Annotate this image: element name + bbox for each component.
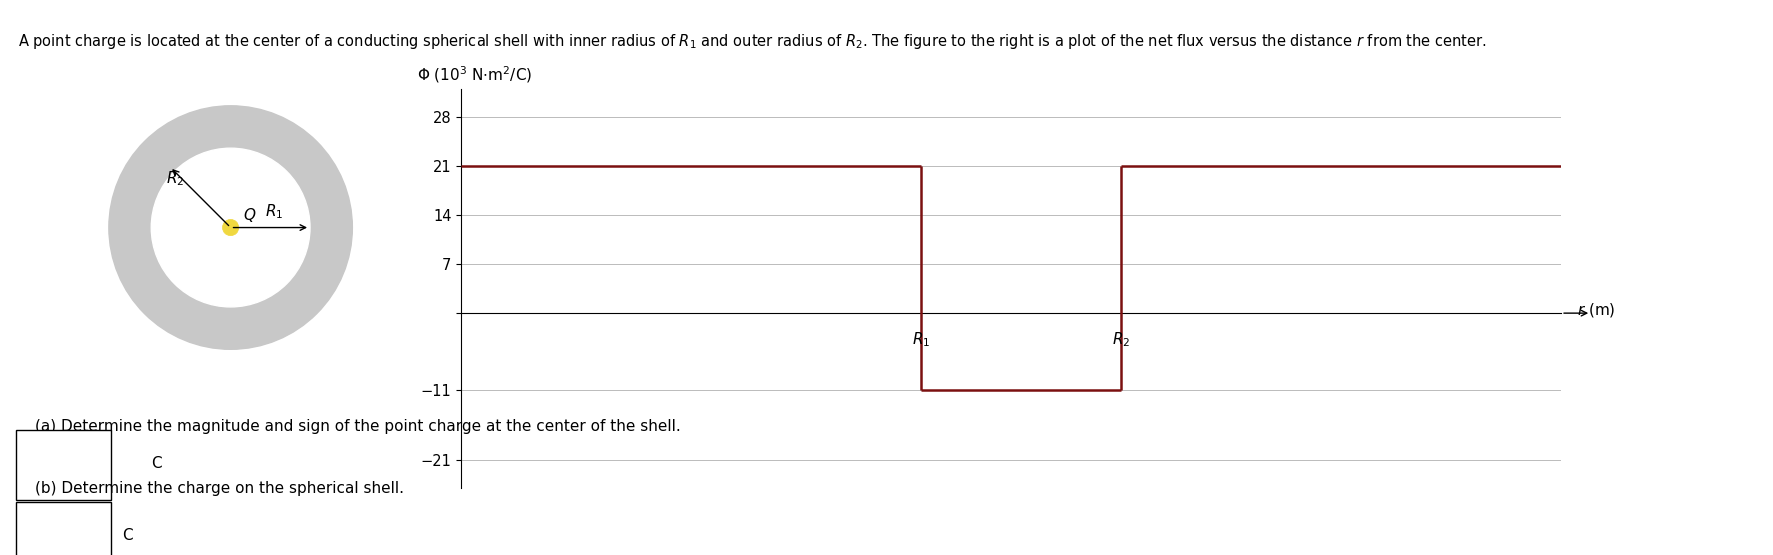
Text: $R_2$: $R_2$ [165, 169, 184, 188]
Text: $r$ (m): $r$ (m) [1576, 301, 1615, 319]
Text: (a) Determine the magnitude and sign of the point charge at the center of the sh: (a) Determine the magnitude and sign of … [35, 419, 681, 434]
Text: C: C [122, 528, 133, 543]
Text: (b) Determine the charge on the spherical shell.: (b) Determine the charge on the spherica… [35, 481, 404, 496]
Text: C: C [151, 456, 161, 471]
Circle shape [222, 219, 239, 236]
Text: A point charge is located at the center of a conducting spherical shell with inn: A point charge is located at the center … [18, 32, 1486, 51]
Text: $R_1$: $R_1$ [911, 331, 929, 349]
Text: $Q$: $Q$ [243, 206, 257, 224]
Circle shape [108, 106, 353, 349]
Text: $\Phi$ (10$^3$ N$\cdot$m$^2$/C): $\Phi$ (10$^3$ N$\cdot$m$^2$/C) [417, 64, 532, 85]
Text: $R_2$: $R_2$ [1112, 331, 1129, 349]
Circle shape [151, 148, 310, 307]
Text: $R_1$: $R_1$ [264, 203, 284, 221]
